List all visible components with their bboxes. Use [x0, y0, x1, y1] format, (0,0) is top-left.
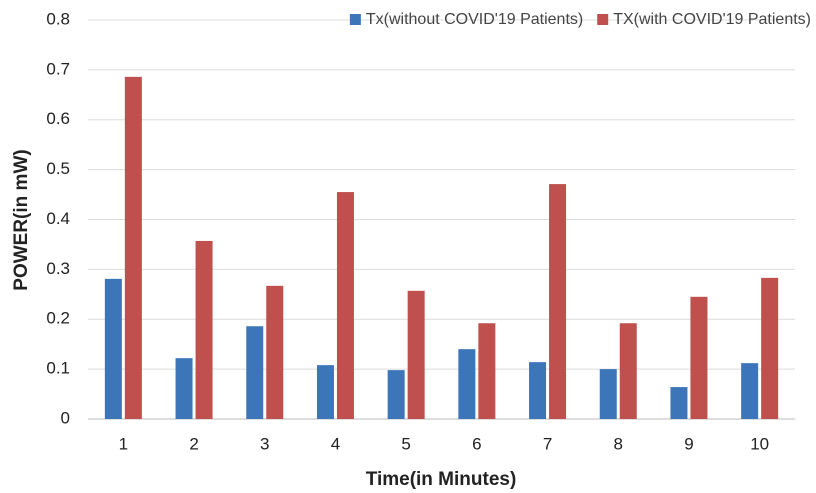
y-tick-label: 0.8: [46, 9, 70, 28]
x-tick-label: 7: [543, 434, 552, 453]
legend-swatch: [597, 14, 609, 25]
x-tick-label: 3: [260, 434, 269, 453]
y-tick-label: 0.7: [46, 59, 70, 78]
x-tick-label: 9: [684, 434, 693, 453]
legend-label: TX(with COVID'19 Patients): [613, 11, 811, 28]
bar: [266, 285, 284, 419]
y-tick-label: 0.2: [46, 309, 70, 328]
bar: [549, 184, 567, 419]
y-tick-label: 0.6: [46, 109, 70, 128]
x-tick-label: 4: [331, 434, 340, 453]
y-tick-label: 0.5: [46, 159, 70, 178]
bar: [124, 76, 142, 420]
x-tick-label: 1: [119, 434, 128, 453]
bar: [336, 192, 354, 419]
bar: [761, 277, 779, 419]
y-tick-label: 0.3: [46, 259, 70, 278]
legend-label: Tx(without COVID'19 Patients): [366, 11, 583, 28]
x-axis-title: Time(in Minutes): [366, 469, 517, 490]
bar: [690, 296, 708, 419]
y-tick-label: 0: [61, 408, 70, 427]
bar: [407, 290, 425, 419]
bar: [529, 362, 547, 419]
bar: [619, 323, 637, 419]
legend-swatch: [349, 14, 361, 25]
bar: [599, 369, 617, 419]
x-tick-label: 6: [472, 434, 481, 453]
bar: [387, 370, 405, 419]
bar: [741, 363, 759, 419]
x-tick-label: 10: [750, 434, 769, 453]
x-tick-label: 5: [401, 434, 410, 453]
bar: [246, 326, 264, 419]
bar: [316, 365, 334, 419]
bar: [670, 387, 688, 419]
y-tick-label: 0.4: [46, 209, 70, 228]
y-tick-label: 0.1: [46, 359, 70, 378]
x-tick-label: 8: [614, 434, 623, 453]
bar: [175, 358, 193, 419]
x-tick-label: 2: [189, 434, 198, 453]
y-axis-title: POWER(in mW): [11, 149, 32, 290]
bar: [478, 323, 496, 419]
bar: [195, 240, 213, 419]
bar: [104, 278, 122, 419]
bar: [458, 349, 476, 419]
